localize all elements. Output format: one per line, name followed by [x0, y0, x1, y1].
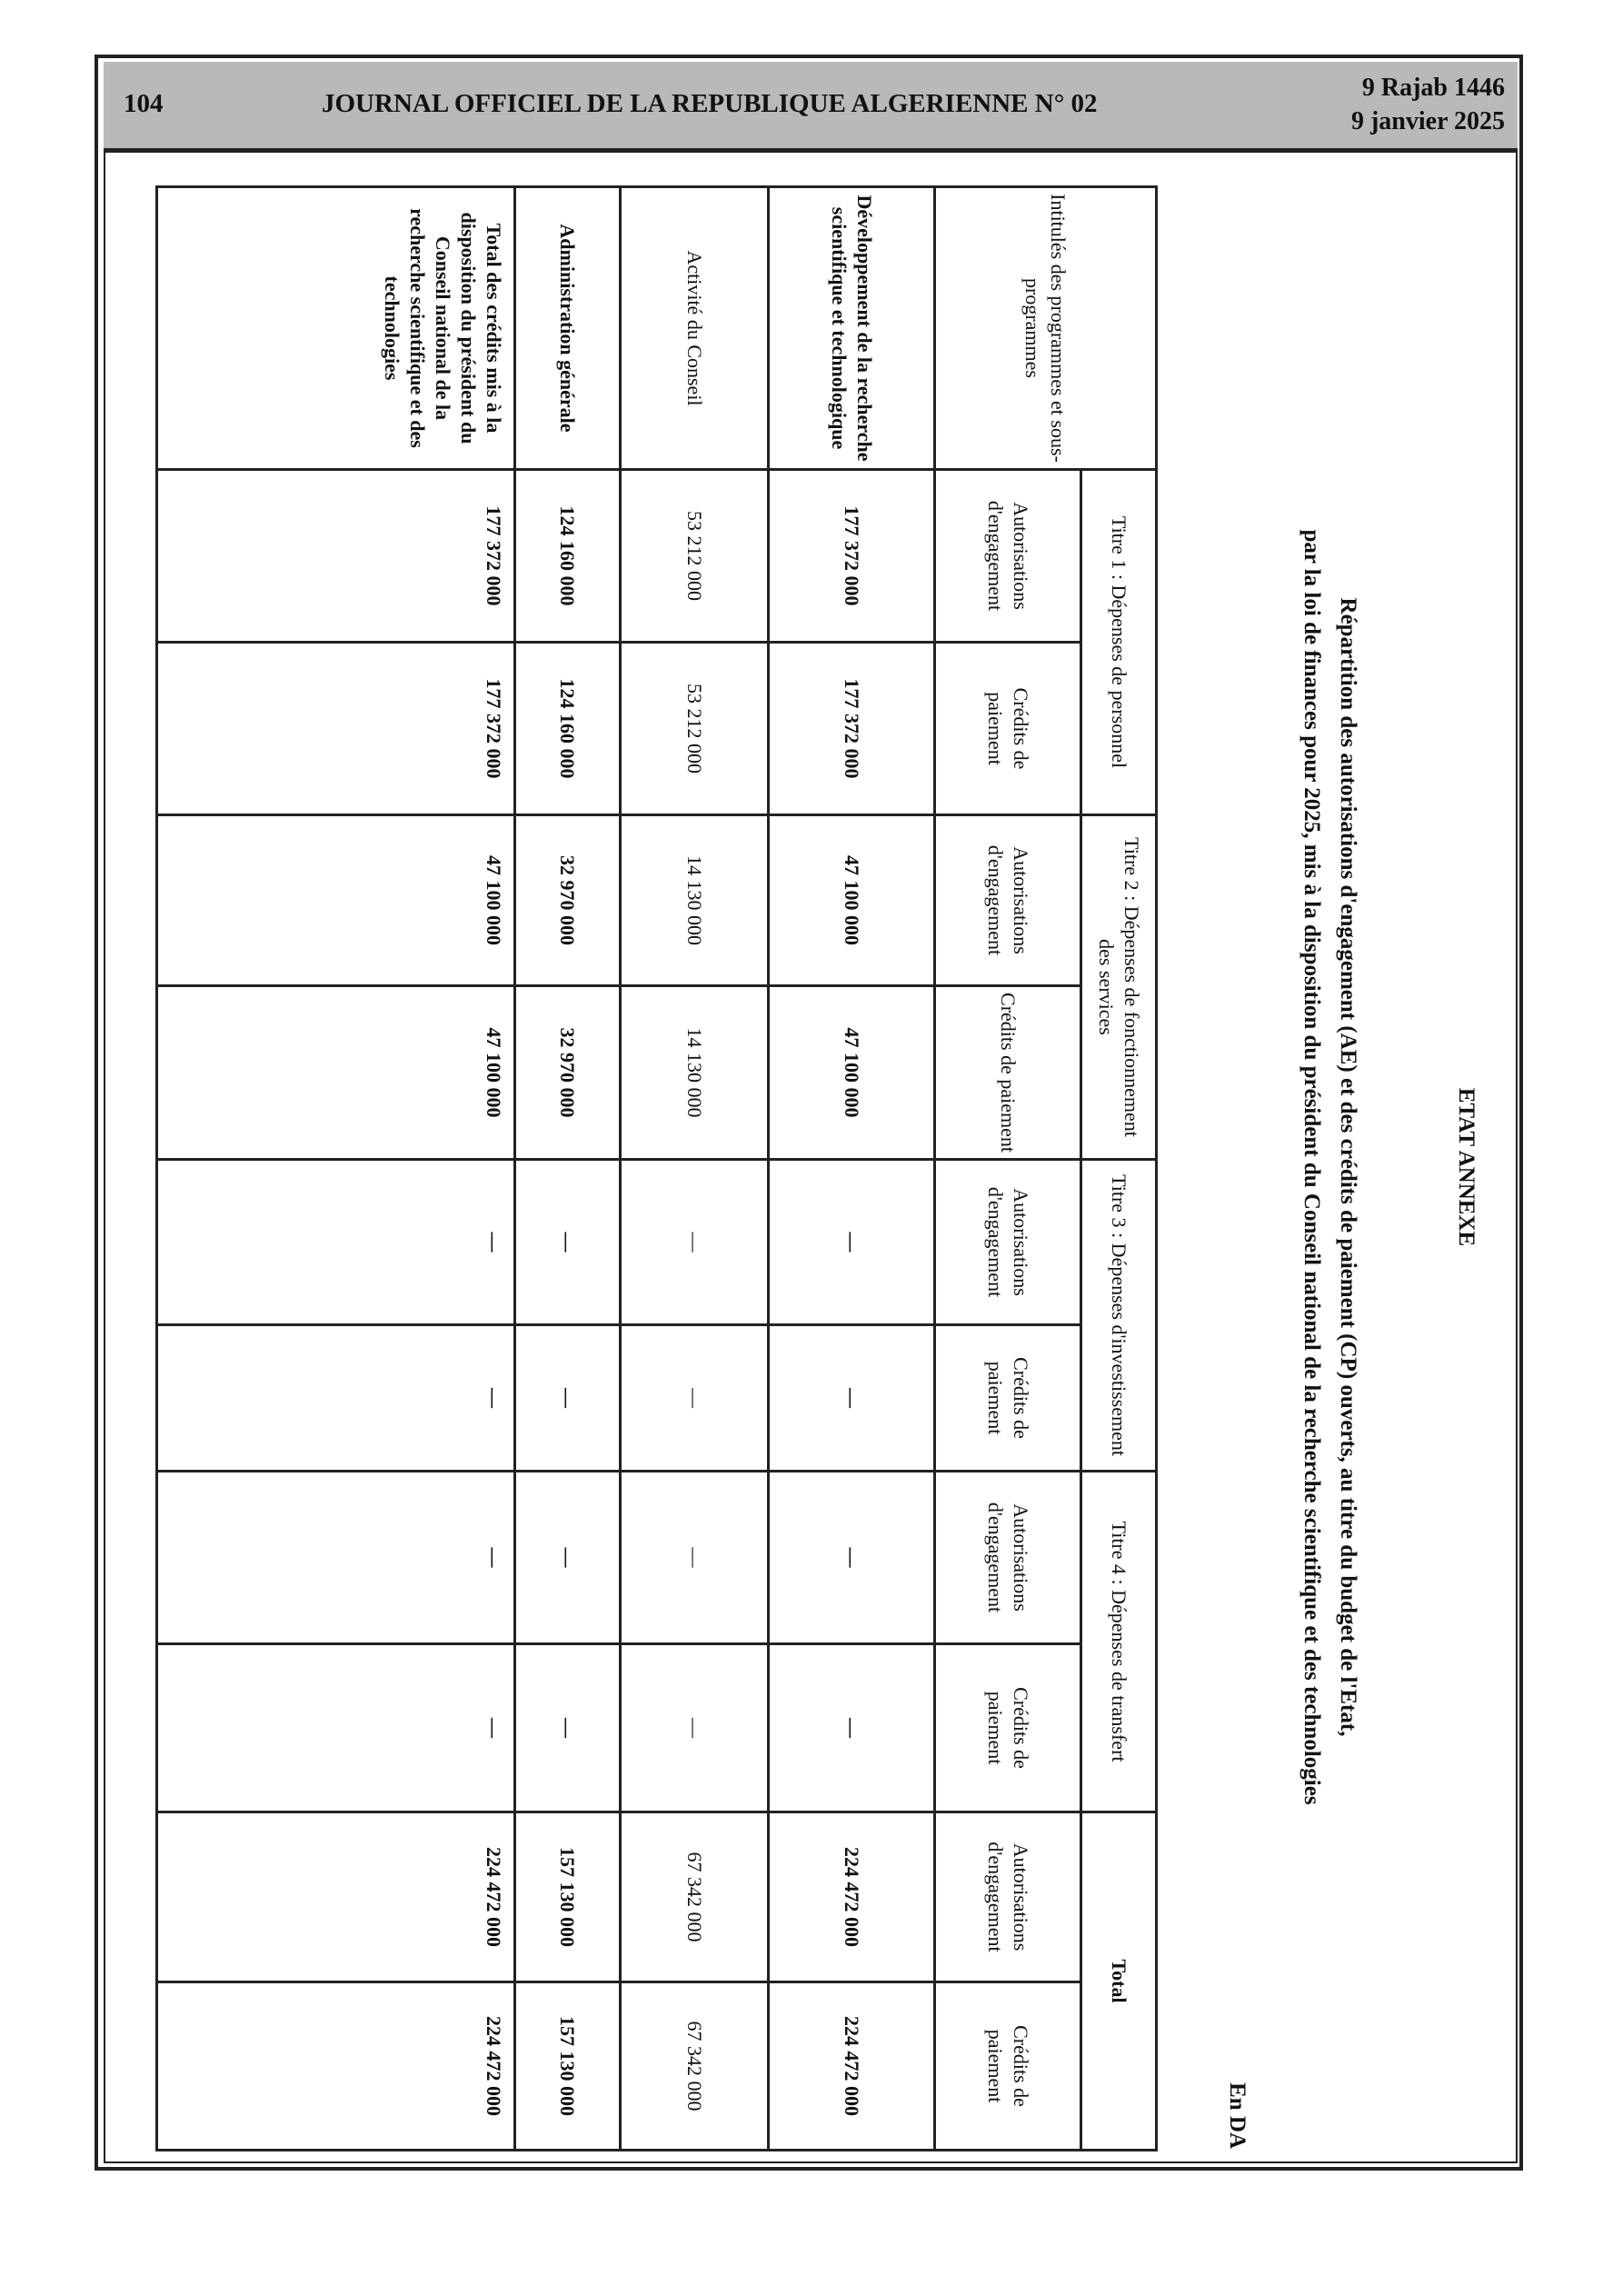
- programs-column-header: Intitulés des programmes et sous-program…: [934, 186, 1157, 470]
- row-value: 67 342 000: [620, 1812, 769, 1982]
- row-value: —: [514, 1471, 621, 1644]
- table-row: Administration générale 124 160 000 124 16…: [514, 186, 621, 2151]
- row-label: Développement de la recherche scientifiq…: [768, 186, 935, 470]
- row-value: 177 372 000: [156, 642, 515, 815]
- group-header-titre2: Titre 2 : Dépenses de fonctionnement des…: [1080, 814, 1157, 1160]
- group-header-total: Total: [1080, 1812, 1157, 2151]
- row-value: 124 160 000: [514, 642, 621, 815]
- row-value: 32 970 000: [514, 814, 621, 986]
- row-value: —: [514, 1324, 621, 1472]
- annex-subtitle-line1: Répartition des autorisations d'engageme…: [1336, 597, 1360, 1737]
- sub-header-cp: Crédits de paiement: [934, 1324, 1081, 1472]
- row-value: 124 160 000: [514, 469, 621, 643]
- sub-header-ae: Autorisations d'engagement: [934, 1812, 1081, 1982]
- page-outer-border: [95, 55, 1523, 2171]
- sub-header-cp: Crédits de paiement: [934, 1982, 1081, 2151]
- journal-title: JOURNAL OFFICIEL DE LA REPUBLIQUE ALGERI…: [322, 89, 1098, 118]
- row-value: 47 100 000: [156, 985, 515, 1160]
- table-row: Activité du Conseil 53 212 000 53 212 000 1…: [620, 186, 769, 2151]
- row-value: 224 472 000: [156, 1812, 515, 1982]
- row-label: Administration générale: [514, 186, 621, 470]
- row-value: —: [620, 1159, 769, 1325]
- budget-table: Intitulés des programmes et sous-program…: [155, 185, 1158, 2151]
- row-value: —: [156, 1159, 515, 1325]
- group-header-titre1: Titre 1 : Dépenses de personnel: [1080, 469, 1157, 815]
- row-value: —: [768, 1643, 935, 1812]
- row-value: 224 472 000: [768, 1982, 935, 2151]
- row-value: —: [620, 1471, 769, 1644]
- table-body: Développement de la recherche scientifiq…: [156, 186, 935, 2151]
- sub-header-ae: Autorisations d'engagement: [934, 1159, 1081, 1325]
- sub-header-cp: Crédits de paiement: [934, 985, 1081, 1160]
- row-value: 157 130 000: [514, 1982, 621, 2151]
- row-value: —: [768, 1159, 935, 1325]
- rotated-annex: ETAT ANNEXE Répartition des autorisation…: [156, 182, 1488, 2181]
- row-value: 53 212 000: [620, 642, 769, 815]
- row-label: Activité du Conseil: [620, 186, 769, 470]
- annex-title: ETAT ANNEXE: [1454, 1087, 1479, 1247]
- row-value: —: [514, 1159, 621, 1325]
- row-value: —: [156, 1471, 515, 1644]
- issue-date: 9 Rajab 1446 9 janvier 2025: [1351, 71, 1505, 138]
- row-value: 224 472 000: [156, 1982, 515, 2151]
- row-label: Total des crédits mis à la disposition d…: [156, 186, 515, 470]
- row-value: 177 372 000: [156, 469, 515, 643]
- sub-header-ae: Autorisations d'engagement: [934, 469, 1081, 643]
- row-value: 14 130 000: [620, 985, 769, 1160]
- currency-unit: En DA: [1225, 2082, 1250, 2149]
- sub-header-ae: Autorisations d'engagement: [934, 1471, 1081, 1644]
- row-value: 224 472 000: [768, 1812, 935, 1982]
- row-value: —: [768, 1471, 935, 1644]
- table-row: Total des crédits mis à la disposition d…: [156, 186, 515, 2151]
- row-value: 157 130 000: [514, 1812, 621, 1982]
- row-value: 177 372 000: [768, 642, 935, 815]
- journal-header: 104 JOURNAL OFFICIEL DE LA REPUBLIQUE AL…: [104, 62, 1518, 153]
- row-value: 177 372 000: [768, 469, 935, 643]
- group-header-titre3: Titre 3 : Dépenses d'investissement: [1080, 1159, 1157, 1472]
- row-value: —: [620, 1643, 769, 1812]
- row-value: 53 212 000: [620, 469, 769, 643]
- row-value: 47 100 000: [768, 985, 935, 1160]
- sub-header-ae: Autorisations d'engagement: [934, 814, 1081, 986]
- sub-header-cp: Crédits de paiement: [934, 642, 1081, 815]
- date-hijri: 9 Rajab 1446: [1361, 74, 1505, 102]
- date-gregorian: 9 janvier 2025: [1350, 107, 1505, 135]
- page-number: 104: [124, 89, 164, 118]
- table-row: Développement de la recherche scientifiq…: [768, 186, 935, 2151]
- row-value: 32 970 000: [514, 985, 621, 1160]
- row-value: —: [156, 1324, 515, 1472]
- sub-header-cp: Crédits de paiement: [934, 1643, 1081, 1812]
- row-value: —: [156, 1643, 515, 1812]
- row-value: 47 100 000: [156, 814, 515, 986]
- row-value: —: [620, 1324, 769, 1472]
- row-value: —: [768, 1324, 935, 1472]
- group-header-titre4: Titre 4 : Dépenses de transfert: [1080, 1471, 1157, 1812]
- row-value: 47 100 000: [768, 814, 935, 986]
- annex-subtitle-line2: par la loi de finances pour 2025, mis à …: [1299, 529, 1324, 1805]
- row-value: —: [514, 1643, 621, 1812]
- row-value: 67 342 000: [620, 1982, 769, 2151]
- sub-header-row: Autorisations d'engagement Crédits de pai…: [934, 187, 1081, 2151]
- row-value: 14 130 000: [620, 814, 769, 986]
